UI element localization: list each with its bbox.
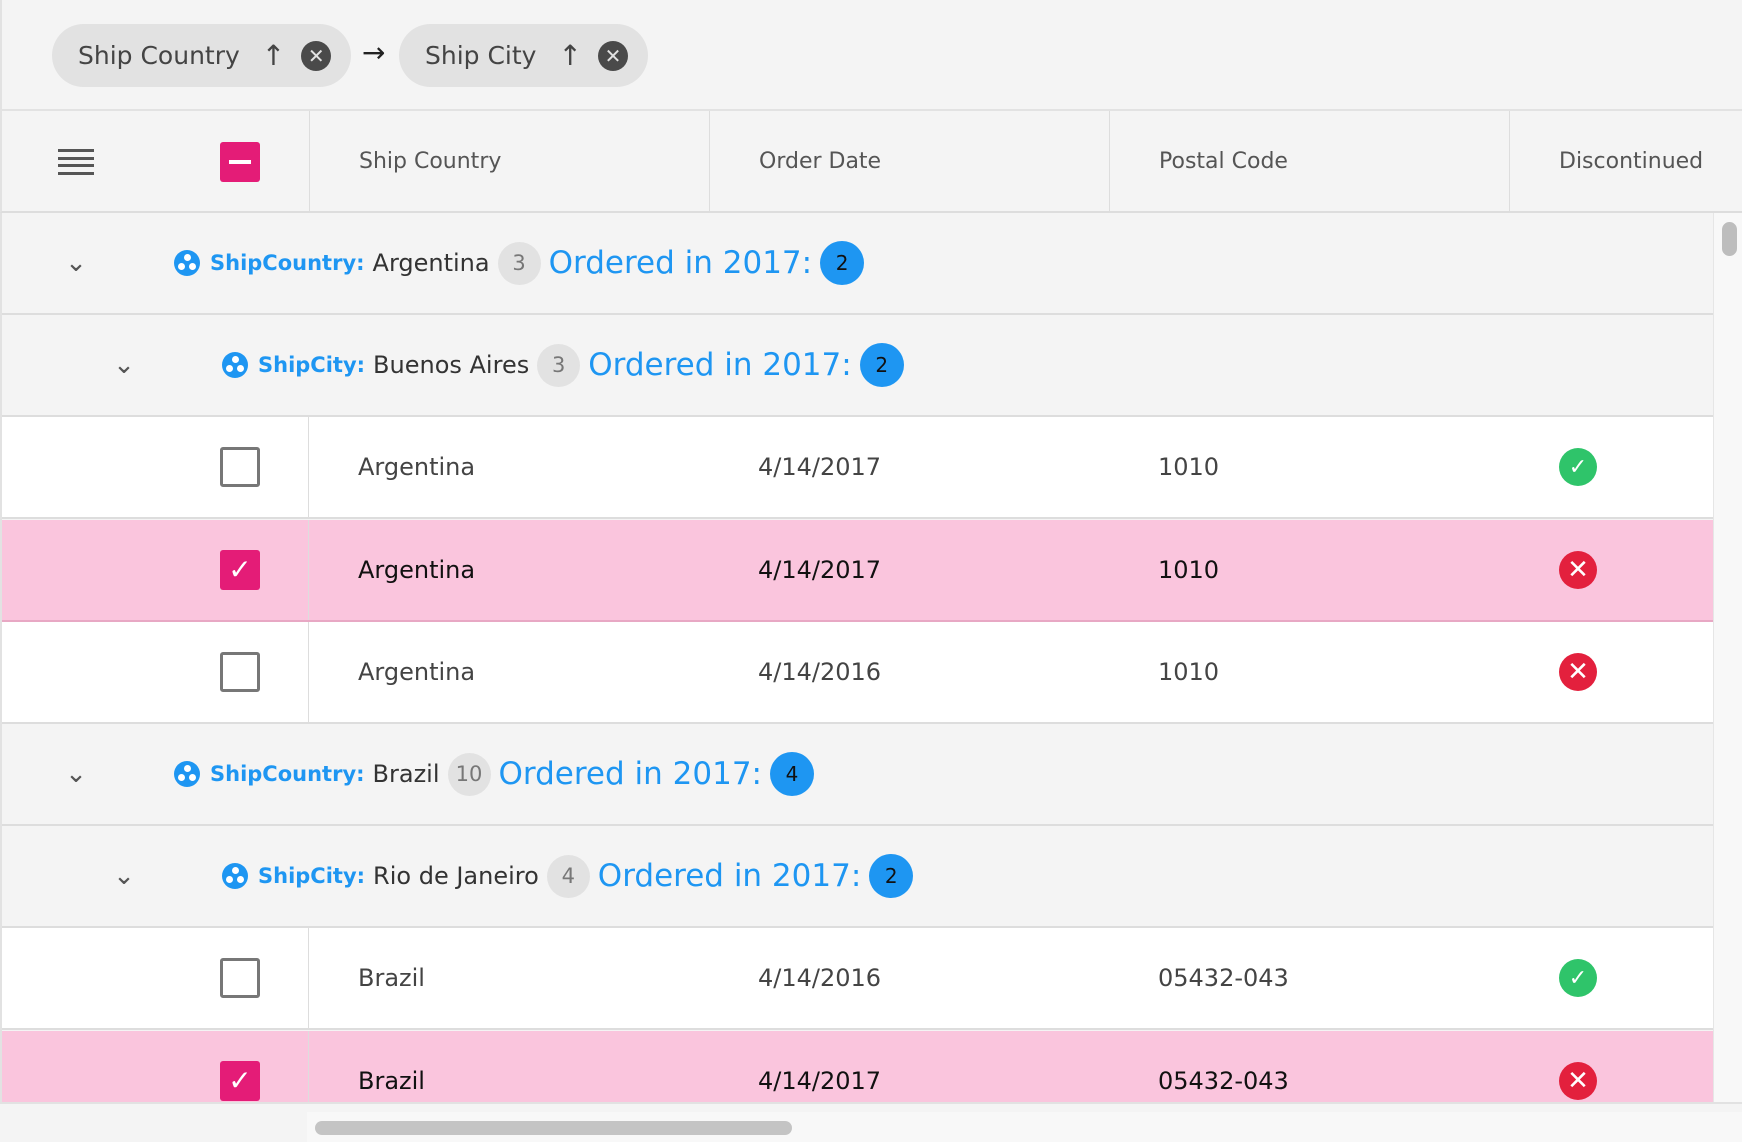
group-field: ShipCity: — [258, 353, 366, 378]
cancel-circle-icon: ✕ — [1559, 550, 1597, 589]
group-summary-badge: 4 — [770, 752, 814, 796]
arrow-right-icon: → — [362, 36, 386, 69]
group-count-badge: 3 — [497, 241, 541, 285]
data-row[interactable]: ✓ Brazil 4/14/2017 05432-043 ✕ — [2, 1030, 1713, 1102]
remove-chip-icon[interactable]: ✕ — [597, 40, 628, 71]
group-summary-label: Ordered in 2017: — [597, 858, 862, 895]
hamburger-menu-icon[interactable] — [58, 149, 94, 175]
sort-ascending-icon[interactable]: ↑ — [261, 39, 286, 72]
group-count-badge: 3 — [537, 343, 581, 387]
row-checkbox[interactable] — [220, 651, 260, 692]
cell-order-date: 4/14/2017 — [758, 453, 882, 482]
cell-postal-code: 05432-043 — [1158, 964, 1289, 993]
cell-postal-code: 1010 — [1158, 453, 1220, 482]
row-checkbox[interactable] — [220, 447, 260, 488]
column-header-discontinued[interactable]: Discontinued — [1509, 111, 1742, 211]
data-row[interactable]: Argentina 4/14/2017 1010 ✓ — [2, 417, 1713, 520]
vertical-scrollbar[interactable] — [1713, 213, 1742, 1102]
group-value: Argentina — [372, 249, 490, 277]
cell-order-date: 4/14/2016 — [758, 657, 882, 686]
data-row[interactable]: ✓ Argentina 4/14/2017 1010 ✕ — [2, 519, 1713, 622]
column-header-ship-country[interactable]: Ship Country — [309, 111, 709, 211]
group-icon — [222, 863, 248, 890]
group-summary-badge: 2 — [859, 343, 904, 388]
row-checkbox[interactable] — [220, 958, 260, 999]
horizontal-scrollbar[interactable] — [0, 1102, 1742, 1142]
cell-postal-code: 05432-043 — [1158, 1066, 1289, 1095]
cancel-circle-icon: ✕ — [1559, 1061, 1597, 1100]
chevron-down-icon[interactable]: ⌄ — [113, 861, 135, 892]
cell-postal-code: 1010 — [1158, 657, 1220, 686]
chip-label: Ship Country — [78, 41, 240, 70]
cell-ship-country: Brazil — [358, 964, 425, 993]
row-checkbox[interactable]: ✓ — [220, 549, 260, 590]
group-field: ShipCountry: — [210, 251, 365, 275]
cell-ship-country: Argentina — [358, 657, 476, 686]
check-circle-icon: ✓ — [1559, 959, 1597, 998]
group-count-badge: 4 — [546, 854, 590, 898]
cell-ship-country: Argentina — [358, 453, 476, 482]
cell-order-date: 4/14/2017 — [758, 1066, 882, 1095]
row-checkbox[interactable]: ✓ — [220, 1060, 260, 1101]
chevron-down-icon[interactable]: ⌄ — [65, 248, 87, 278]
group-row: ⌄ ShipCountry: Argentina 3 Ordered in 20… — [2, 213, 1713, 315]
group-row: ⌄ ShipCity: Buenos Aires 3 Ordered in 20… — [2, 315, 1713, 418]
group-icon — [174, 761, 200, 787]
cell-postal-code: 1010 — [1158, 555, 1220, 584]
column-header-order-date[interactable]: Order Date — [709, 111, 1109, 211]
grid-body: ⌄ ShipCountry: Argentina 3 Ordered in 20… — [0, 213, 1713, 1102]
chevron-down-icon[interactable]: ⌄ — [65, 759, 87, 789]
group-value: Buenos Aires — [373, 351, 530, 380]
group-icon — [222, 352, 248, 379]
select-all-checkbox[interactable] — [220, 142, 260, 182]
data-row[interactable]: Argentina 4/14/2016 1010 ✕ — [2, 621, 1713, 724]
data-row[interactable]: Brazil 4/14/2016 05432-043 ✓ — [2, 928, 1713, 1031]
group-summary-badge: 2 — [820, 241, 865, 285]
cancel-circle-icon: ✕ — [1559, 652, 1597, 691]
group-value: Brazil — [372, 760, 440, 788]
group-row: ⌄ ShipCountry: Brazil 10 Ordered in 2017… — [2, 724, 1713, 826]
group-chip-ship-city[interactable]: Ship City ↑ ✕ — [399, 24, 648, 87]
sort-ascending-icon[interactable]: ↑ — [558, 39, 582, 72]
cell-order-date: 4/14/2016 — [758, 964, 882, 993]
column-header-postal-code[interactable]: Postal Code — [1109, 111, 1509, 211]
chip-label: Ship City — [425, 41, 537, 70]
group-icon — [174, 250, 200, 276]
remove-chip-icon[interactable]: ✕ — [301, 40, 332, 71]
group-summary-label: Ordered in 2017: — [498, 756, 762, 792]
group-by-area: Ship Country ↑ ✕ → Ship City ↑ ✕ — [0, 0, 1742, 111]
group-summary-label: Ordered in 2017: — [588, 347, 852, 384]
chevron-down-icon[interactable]: ⌄ — [113, 350, 135, 381]
cell-order-date: 4/14/2017 — [758, 555, 882, 584]
group-value: Rio de Janeiro — [373, 862, 539, 891]
group-chip-ship-country[interactable]: Ship Country ↑ ✕ — [52, 24, 352, 87]
check-circle-icon: ✓ — [1559, 448, 1597, 487]
horizontal-scroll-thumb[interactable] — [315, 1121, 792, 1135]
vertical-scroll-thumb[interactable] — [1722, 222, 1737, 256]
group-row: ⌄ ShipCity: Rio de Janeiro 4 Ordered in … — [2, 826, 1713, 929]
group-field: ShipCountry: — [210, 762, 365, 786]
cell-ship-country: Argentina — [358, 555, 476, 584]
cell-ship-country: Brazil — [358, 1066, 425, 1095]
group-summary-badge: 2 — [869, 854, 914, 899]
grid-header: Ship Country Order Date Postal Code Disc… — [0, 111, 1742, 213]
group-field: ShipCity: — [258, 864, 366, 889]
group-count-badge: 10 — [447, 752, 491, 796]
group-summary-label: Ordered in 2017: — [548, 245, 813, 281]
